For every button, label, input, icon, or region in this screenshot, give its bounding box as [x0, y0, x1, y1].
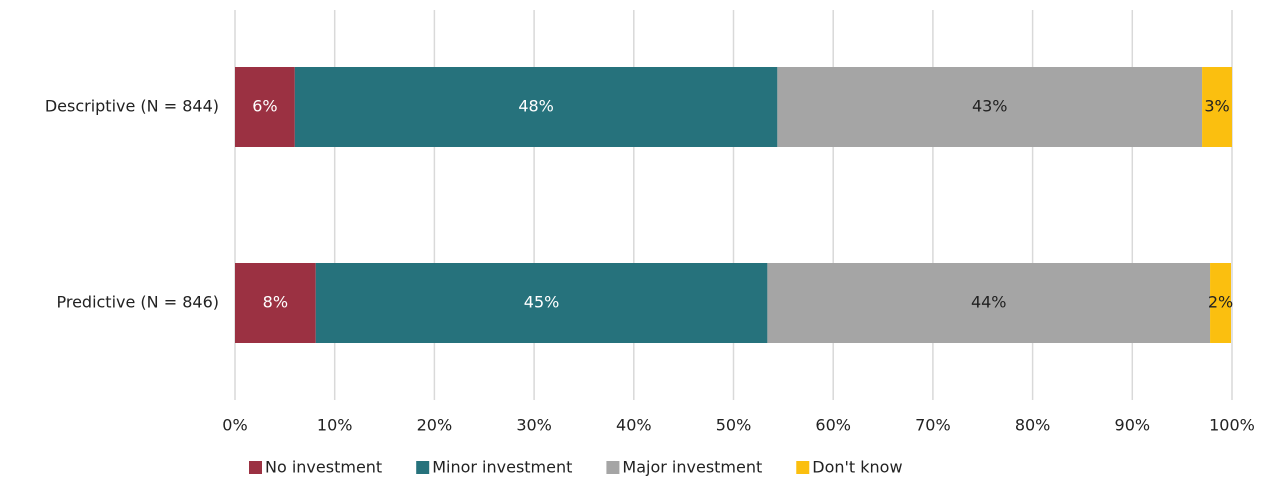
bar-segment	[235, 67, 295, 147]
legend-swatch	[416, 461, 430, 474]
x-tick-label: 0%	[222, 416, 247, 435]
x-tick-label: 80%	[1015, 416, 1051, 435]
y-tick-label: Predictive (N = 846)	[56, 293, 219, 312]
x-tick-label: 30%	[516, 416, 552, 435]
x-tick-label: 40%	[616, 416, 652, 435]
legend-label: Don't know	[812, 458, 902, 477]
data-label: 48%	[518, 97, 554, 116]
x-tick-label: 100%	[1209, 416, 1255, 435]
legend-swatch	[796, 461, 810, 474]
data-label: 3%	[1204, 97, 1229, 116]
x-tick-label: 10%	[317, 416, 353, 435]
y-tick-label: Descriptive (N = 844)	[45, 97, 219, 116]
bar-segment	[235, 263, 316, 343]
legend-swatch	[606, 461, 620, 474]
bar-segment	[777, 67, 1203, 147]
x-tick-label: 70%	[915, 416, 951, 435]
data-label: 6%	[252, 97, 277, 116]
data-label: 2%	[1208, 293, 1233, 312]
bar-segment	[294, 67, 778, 147]
data-label: 43%	[972, 97, 1008, 116]
bar-segment	[1210, 263, 1232, 343]
x-tick-label: 50%	[716, 416, 752, 435]
x-tick-label: 20%	[417, 416, 453, 435]
data-label: 45%	[524, 293, 560, 312]
bar-segment	[1202, 67, 1232, 147]
legend-label: Major investment	[622, 458, 762, 477]
data-label: 44%	[971, 293, 1007, 312]
legend-label: No investment	[265, 458, 382, 477]
legend-swatch	[249, 461, 262, 474]
bar-segment	[767, 263, 1211, 343]
legend-label: Minor investment	[432, 458, 572, 477]
x-tick-label: 60%	[815, 416, 851, 435]
x-tick-label: 90%	[1115, 416, 1151, 435]
data-label: 8%	[263, 293, 288, 312]
bar-segment	[315, 263, 768, 343]
